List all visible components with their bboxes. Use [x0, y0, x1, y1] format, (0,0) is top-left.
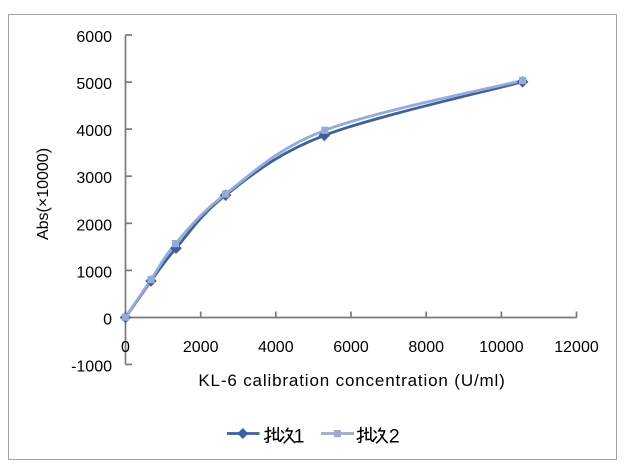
svg-text:8000: 8000 — [408, 339, 444, 356]
svg-text:5000: 5000 — [76, 76, 112, 93]
svg-text:KL-6 calibration concentration: KL-6 calibration concentration (U/ml) — [198, 371, 505, 390]
svg-text:0: 0 — [121, 339, 130, 356]
svg-text:-1000: -1000 — [71, 359, 112, 376]
svg-text:6000: 6000 — [333, 339, 369, 356]
svg-text:3000: 3000 — [76, 170, 112, 187]
svg-text:1: 1 — [294, 426, 305, 448]
svg-text:2000: 2000 — [183, 339, 219, 356]
svg-text:12000: 12000 — [554, 339, 599, 356]
svg-text:10000: 10000 — [479, 339, 524, 356]
svg-text:2: 2 — [389, 426, 400, 448]
svg-text:1000: 1000 — [76, 264, 112, 281]
svg-text:4000: 4000 — [258, 339, 294, 356]
svg-text:4000: 4000 — [76, 123, 112, 140]
svg-text:2000: 2000 — [76, 217, 112, 234]
svg-text:0: 0 — [103, 311, 112, 328]
svg-text:Abs(×10000): Abs(×10000) — [35, 148, 52, 240]
svg-text:6000: 6000 — [76, 29, 112, 46]
